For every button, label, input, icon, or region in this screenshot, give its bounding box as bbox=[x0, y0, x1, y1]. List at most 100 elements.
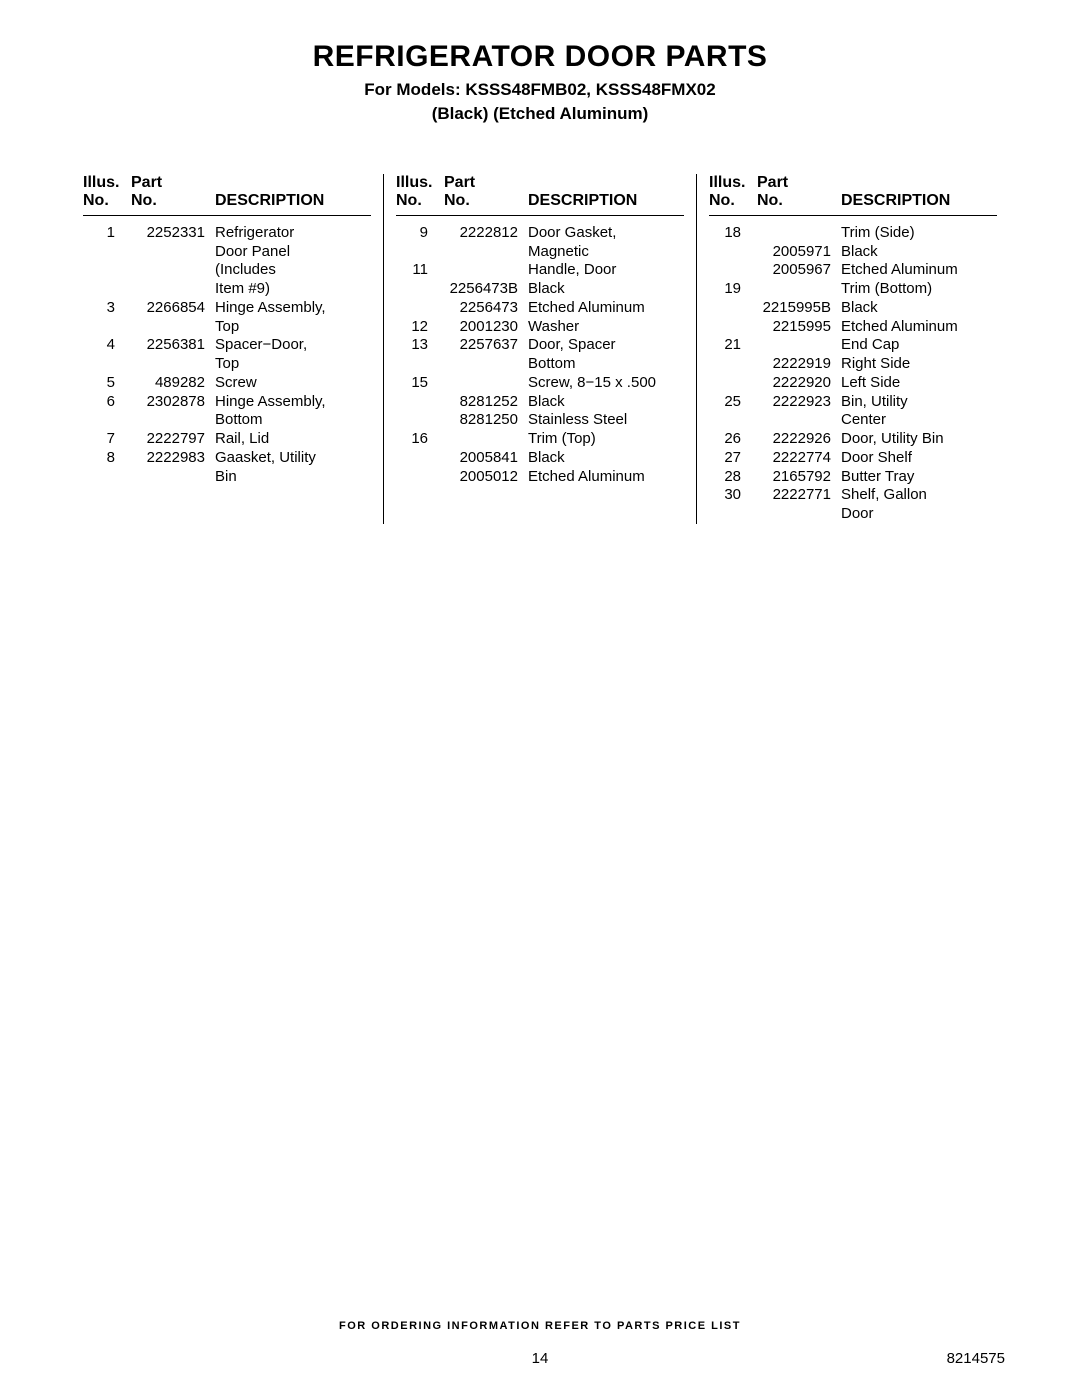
illus-no bbox=[396, 468, 444, 487]
description: Magnetic bbox=[522, 243, 684, 262]
table-row: 132257637Door, Spacer bbox=[396, 336, 684, 355]
description: End Cap bbox=[835, 336, 997, 355]
description: Bottom bbox=[522, 355, 684, 374]
illus-no: 5 bbox=[83, 374, 131, 393]
part-no: 2005841 bbox=[444, 449, 522, 468]
part-no: 2222812 bbox=[444, 224, 522, 243]
part-no: 2005967 bbox=[757, 261, 835, 280]
description: Rail, Lid bbox=[209, 430, 371, 449]
table-row: 2256473Etched Aluminum bbox=[396, 299, 684, 318]
description: Door, Spacer bbox=[522, 336, 684, 355]
header-desc: DESCRIPTION bbox=[522, 174, 684, 211]
column-1: Illus. No. Part No. DESCRIPTION 12252331… bbox=[75, 174, 379, 524]
description: Trim (Bottom) bbox=[835, 280, 997, 299]
header-illus: Illus. No. bbox=[709, 174, 757, 211]
illus-no: 19 bbox=[709, 280, 757, 299]
illus-no: 1 bbox=[83, 224, 131, 243]
description: Bottom bbox=[209, 411, 371, 430]
part-no bbox=[757, 224, 835, 243]
col2-rows: 92222812Door Gasket,Magnetic11Handle, Do… bbox=[396, 224, 684, 487]
illus-no bbox=[396, 243, 444, 262]
illus-no bbox=[709, 243, 757, 262]
part-no: 2266854 bbox=[131, 299, 209, 318]
table-row: 262222926Door, Utility Bin bbox=[709, 430, 997, 449]
description: Gaasket, Utility bbox=[209, 449, 371, 468]
table-row: 62302878Hinge Assembly, bbox=[83, 393, 371, 412]
table-row: 8281250Stainless Steel bbox=[396, 411, 684, 430]
description: Door Gasket, bbox=[522, 224, 684, 243]
description: Black bbox=[522, 449, 684, 468]
illus-no bbox=[396, 449, 444, 468]
part-no: 2222926 bbox=[757, 430, 835, 449]
part-no: 2222919 bbox=[757, 355, 835, 374]
table-row: 18Trim (Side) bbox=[709, 224, 997, 243]
table-row: Magnetic bbox=[396, 243, 684, 262]
header-part: Part No. bbox=[444, 174, 522, 211]
part-no: 2005971 bbox=[757, 243, 835, 262]
illus-no: 28 bbox=[709, 468, 757, 487]
parts-columns: Illus. No. Part No. DESCRIPTION 12252331… bbox=[75, 174, 1005, 524]
illus-no: 6 bbox=[83, 393, 131, 412]
description: Spacer−Door, bbox=[209, 336, 371, 355]
description: Bin bbox=[209, 468, 371, 487]
table-row: 42256381Spacer−Door, bbox=[83, 336, 371, 355]
part-no: 2222920 bbox=[757, 374, 835, 393]
table-row: 302222771Shelf, Gallon bbox=[709, 486, 997, 505]
part-no bbox=[444, 374, 522, 393]
table-row: 72222797Rail, Lid bbox=[83, 430, 371, 449]
part-no: 8281252 bbox=[444, 393, 522, 412]
description: Center bbox=[835, 411, 997, 430]
illus-no bbox=[709, 374, 757, 393]
table-row: Door Panel bbox=[83, 243, 371, 262]
table-row: (Includes bbox=[83, 261, 371, 280]
illus-no bbox=[709, 355, 757, 374]
part-no bbox=[757, 411, 835, 430]
illus-no bbox=[83, 261, 131, 280]
part-no bbox=[444, 430, 522, 449]
table-row: Item #9) bbox=[83, 280, 371, 299]
illus-no bbox=[83, 468, 131, 487]
description: Trim (Top) bbox=[522, 430, 684, 449]
illus-no bbox=[83, 355, 131, 374]
part-no bbox=[131, 261, 209, 280]
description: Screw, 8−15 x .500 bbox=[522, 374, 684, 393]
part-no: 489282 bbox=[131, 374, 209, 393]
header-part: Part No. bbox=[131, 174, 209, 211]
illus-no: 9 bbox=[396, 224, 444, 243]
part-no: 2222923 bbox=[757, 393, 835, 412]
part-no: 2222771 bbox=[757, 486, 835, 505]
column-3: Illus. No. Part No. DESCRIPTION 18Trim (… bbox=[701, 174, 1005, 524]
table-row: 2005012Etched Aluminum bbox=[396, 468, 684, 487]
part-no bbox=[131, 280, 209, 299]
page-title: REFRIGERATOR DOOR PARTS bbox=[75, 40, 1005, 74]
description: Trim (Side) bbox=[835, 224, 997, 243]
illus-no: 4 bbox=[83, 336, 131, 355]
illus-no bbox=[396, 280, 444, 299]
illus-no: 7 bbox=[83, 430, 131, 449]
illus-no bbox=[396, 411, 444, 430]
header-desc: DESCRIPTION bbox=[209, 174, 371, 211]
description: Black bbox=[835, 243, 997, 262]
table-row: 2215995BBlack bbox=[709, 299, 997, 318]
table-row: 11Handle, Door bbox=[396, 261, 684, 280]
description: Left Side bbox=[835, 374, 997, 393]
table-row: 32266854Hinge Assembly, bbox=[83, 299, 371, 318]
column-header: Illus. No. Part No. DESCRIPTION bbox=[709, 174, 997, 216]
header-part: Part No. bbox=[757, 174, 835, 211]
table-row: 19 Trim (Bottom) bbox=[709, 280, 997, 299]
description: Screw bbox=[209, 374, 371, 393]
part-no: 2257637 bbox=[444, 336, 522, 355]
part-no: 2215995 bbox=[757, 318, 835, 337]
illus-no: 25 bbox=[709, 393, 757, 412]
description: Door bbox=[835, 505, 997, 524]
part-no bbox=[131, 243, 209, 262]
description: Black bbox=[522, 280, 684, 299]
part-no bbox=[131, 468, 209, 487]
part-no bbox=[444, 261, 522, 280]
table-row: 272222774Door Shelf bbox=[709, 449, 997, 468]
illus-no bbox=[396, 393, 444, 412]
part-no bbox=[757, 336, 835, 355]
description: Etched Aluminum bbox=[835, 261, 997, 280]
part-no: 2252331 bbox=[131, 224, 209, 243]
table-row: 16Trim (Top) bbox=[396, 430, 684, 449]
